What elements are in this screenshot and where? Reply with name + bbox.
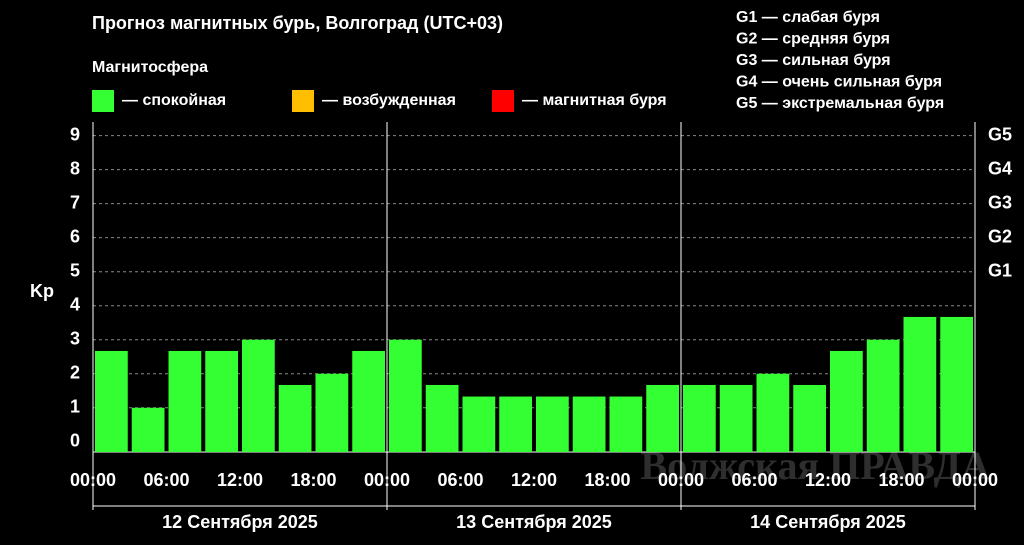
bar [940, 316, 973, 452]
x-tick-label: 00:00 [952, 470, 998, 490]
bar [352, 350, 385, 452]
x-tick-label: 12:00 [217, 470, 263, 490]
x-tick-label: 00:00 [364, 470, 410, 490]
legend-label: — магнитная буря [522, 92, 667, 109]
y2-tick-label: G5 [988, 124, 1012, 144]
bar [389, 339, 422, 452]
bar [315, 373, 349, 452]
day-label: 12 Сентября 2025 [162, 512, 318, 532]
bar [719, 384, 753, 452]
bar [572, 396, 606, 452]
day-label: 14 Сентября 2025 [750, 512, 906, 532]
x-tick-label: 18:00 [584, 470, 630, 490]
bar [646, 384, 679, 452]
x-tick-label: 06:00 [437, 470, 483, 490]
bar [830, 350, 863, 452]
y2-tick-label: G2 [988, 226, 1012, 246]
bar [205, 350, 238, 452]
y-axis-label: Kp [30, 281, 54, 301]
scale-legend-item: G1 — слабая буря [736, 9, 880, 26]
x-tick-label: 12:00 [511, 470, 557, 490]
x-tick-label: 18:00 [878, 470, 924, 490]
bar [499, 396, 532, 452]
y-tick-label: 3 [70, 328, 80, 348]
x-tick-label: 00:00 [658, 470, 704, 490]
x-tick-label: 06:00 [731, 470, 777, 490]
x-tick-label: 18:00 [290, 470, 336, 490]
x-tick-label: 00:00 [70, 470, 116, 490]
y-tick-label: 0 [70, 431, 80, 451]
y2-tick-label: G4 [988, 158, 1012, 178]
legend-swatch [92, 90, 114, 112]
y-tick-label: 5 [70, 260, 80, 280]
day-label: 13 Сентября 2025 [456, 512, 612, 532]
bar [683, 384, 716, 452]
scale-legend-item: G3 — сильная буря [736, 52, 891, 69]
legend-label: — спокойная [122, 92, 226, 109]
bar [278, 384, 312, 452]
y-tick-label: 4 [70, 294, 80, 314]
y-tick-label: 8 [70, 158, 80, 178]
y2-tick-label: G1 [988, 260, 1012, 280]
scale-legend-item: G4 — очень сильная буря [736, 74, 942, 91]
y-tick-label: 2 [70, 363, 80, 383]
bar [793, 384, 826, 452]
legend-swatch [292, 90, 314, 112]
scale-legend-item: G5 — экстремальная буря [736, 95, 944, 112]
bar [866, 339, 900, 452]
y2-tick-label: G3 [988, 192, 1012, 212]
y-tick-label: 6 [70, 226, 80, 246]
bar [95, 350, 128, 452]
bar [536, 396, 569, 452]
bar [609, 396, 643, 452]
y-tick-label: 9 [70, 124, 80, 144]
x-tick-label: 06:00 [143, 470, 189, 490]
x-tick-label: 12:00 [805, 470, 851, 490]
y-tick-label: 7 [70, 192, 80, 212]
scale-legend-item: G2 — средняя буря [736, 31, 890, 48]
legend-label: — возбужденная [322, 92, 456, 109]
bar [425, 384, 459, 452]
bar [131, 407, 165, 452]
bar [242, 339, 275, 452]
bar [462, 396, 496, 452]
legend-swatch [492, 90, 514, 112]
y-tick-label: 1 [70, 397, 80, 417]
bar [903, 316, 937, 452]
legend-title: Магнитосфера [92, 59, 208, 76]
chart-title: Прогноз магнитных бурь, Волгоград (UTC+0… [92, 13, 503, 33]
bar [168, 350, 202, 452]
bar [756, 373, 790, 452]
